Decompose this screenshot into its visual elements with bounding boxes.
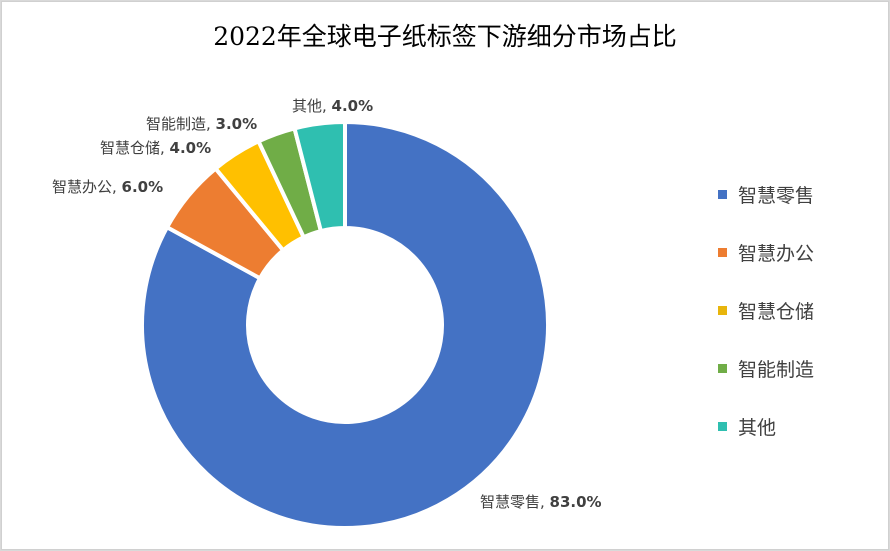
label-name: 智慧零售, [480, 493, 550, 511]
label-name: 智慧仓储, [100, 139, 170, 157]
legend-label: 其他 [738, 416, 777, 439]
legend-label: 智慧零售 [738, 184, 815, 207]
data-label-manufacturing: 智能制造, 3.0% [146, 113, 257, 134]
legend-item-manufacturing: 智能制造 [718, 356, 815, 381]
legend-swatch [718, 247, 727, 257]
label-name: 智慧办公, [52, 178, 122, 196]
label-value: 4.0% [169, 139, 212, 157]
data-label-warehouse: 智慧仓储, 4.0% [100, 137, 211, 158]
legend-swatch [718, 363, 727, 373]
legend-swatch [718, 305, 727, 315]
legend-item-office: 智慧办公 [718, 240, 815, 265]
legend-label: 智能制造 [738, 358, 815, 381]
label-value: 3.0% [215, 115, 258, 133]
label-value: 6.0% [121, 178, 164, 196]
label-name: 智能制造, [146, 115, 216, 133]
legend-label: 智慧仓储 [738, 300, 815, 323]
legend-item-warehouse: 智慧仓储 [718, 298, 815, 323]
legend-item-other: 其他 [718, 414, 777, 439]
legend-label: 智慧办公 [738, 242, 815, 265]
label-value: 4.0% [331, 97, 374, 115]
legend-item-retail: 智慧零售 [718, 182, 815, 207]
donut-slice-4 [292, 119, 347, 234]
label-value: 83.0% [549, 493, 602, 511]
data-label-retail: 智慧零售, 83.0% [480, 491, 602, 512]
label-name: 其他, [292, 97, 332, 115]
legend-swatch [718, 189, 727, 199]
chart-title: 2022年全球电子纸标签下游细分市场占比 [213, 22, 677, 51]
donut-slice-0 [140, 119, 550, 530]
data-label-office: 智慧办公, 6.0% [52, 176, 163, 197]
legend-swatch [718, 421, 727, 431]
data-label-other: 其他, 4.0% [292, 95, 373, 116]
